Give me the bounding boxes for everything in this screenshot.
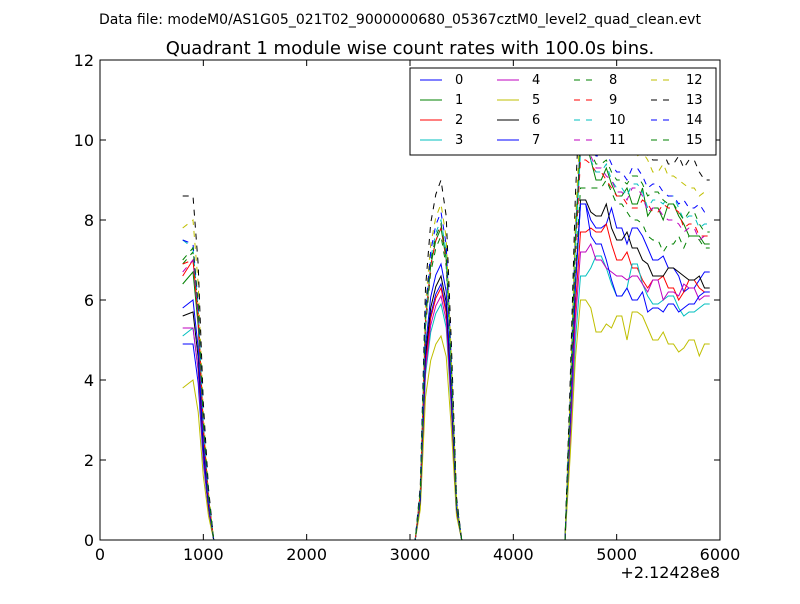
legend-label-12: 12 [686,73,703,88]
x-tick-label: 3000 [390,545,431,564]
x-tick-label: 4000 [493,545,534,564]
legend-label-13: 13 [686,93,703,108]
legend-label-15: 15 [686,133,703,148]
legend-label-1: 1 [455,93,463,108]
legend-label-14: 14 [686,113,703,128]
legend-label-6: 6 [532,113,540,128]
series-line-6 [182,199,710,540]
y-tick-label: 10 [74,131,94,150]
chart-suptitle: Data file: modeM0/AS1G05_021T02_90000006… [99,12,701,28]
series-line-1 [182,139,710,540]
legend-label-2: 2 [455,113,463,128]
legend-label-7: 7 [532,133,540,148]
x-tick-label: 2000 [286,545,327,564]
y-tick-label: 8 [84,211,94,230]
x-tick-label: 1000 [183,545,224,564]
y-tick-label: 4 [84,371,94,390]
y-tick-label: 6 [84,291,94,310]
series-line-15 [182,143,710,540]
legend-label-11: 11 [609,133,626,148]
y-tick-label: 12 [74,51,94,70]
legend-label-9: 9 [609,93,617,108]
legend-label-8: 8 [609,73,617,88]
legend-label-0: 0 [455,73,463,88]
x-offset-label: +2.12428e8 [620,563,720,582]
chart-title: Quadrant 1 module wise count rates with … [166,38,655,59]
series-line-9 [182,159,710,540]
legend-label-3: 3 [455,133,463,148]
series-line-5 [182,299,710,540]
series-line-4 [182,242,710,540]
series-line-10 [182,151,710,540]
legend-label-4: 4 [532,73,540,88]
legend-label-5: 5 [532,93,540,108]
y-tick-label: 0 [84,531,94,550]
y-tick-label: 2 [84,451,94,470]
x-tick-label: 5000 [596,545,637,564]
series-line-2 [182,222,710,540]
x-tick-label: 0 [95,545,105,564]
x-tick-label: 6000 [700,545,741,564]
series-line-11 [182,147,710,540]
plot-area [182,83,710,540]
series-line-8 [182,178,710,540]
legend-label-10: 10 [609,113,626,128]
series-line-7 [182,203,710,540]
